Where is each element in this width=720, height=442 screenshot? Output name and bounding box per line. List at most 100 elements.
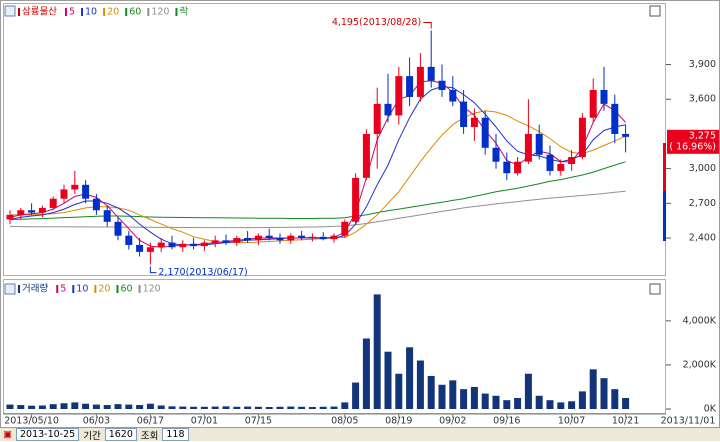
- last-price-box: [667, 129, 719, 154]
- candle-body: [395, 76, 403, 116]
- candle-body: [60, 189, 68, 199]
- volume-bar: [330, 406, 338, 409]
- volume-bar: [503, 400, 511, 409]
- candle-body: [222, 240, 230, 243]
- volume-bar: [146, 403, 154, 409]
- candle-body: [6, 214, 14, 220]
- volume-bar: [92, 404, 100, 409]
- volume-bar: [373, 294, 381, 409]
- last-price: 3,275: [689, 130, 716, 141]
- candle-body: [384, 103, 392, 116]
- x-end-label: 2013/11/01: [661, 416, 716, 427]
- candle-body: [546, 154, 554, 171]
- candle-body: [492, 147, 500, 162]
- period-input[interactable]: 1620: [104, 428, 137, 441]
- candle-body: [427, 66, 435, 81]
- candle-body: [557, 163, 565, 171]
- volume-bar: [71, 402, 79, 409]
- ma-line: [10, 110, 626, 244]
- volume-bar: [622, 397, 630, 409]
- candle-body: [38, 207, 46, 213]
- menu-icon[interactable]: [4, 5, 16, 17]
- candle-body: [514, 161, 522, 174]
- volume-bar: [406, 347, 414, 409]
- candle-body: [298, 235, 306, 238]
- legend-label: 락: [179, 6, 188, 18]
- legend-swatch: [94, 285, 97, 293]
- candle-body: [438, 80, 446, 90]
- legend-swatch: [138, 285, 141, 293]
- y-tick-label: 3,000: [689, 163, 716, 174]
- candle-body: [362, 133, 370, 178]
- volume-bar: [17, 405, 25, 409]
- volume-bar: [438, 384, 446, 409]
- volume-bar: [611, 389, 619, 409]
- volume-bar: [200, 406, 208, 409]
- price-panel: [3, 3, 666, 276]
- volume-bar: [416, 360, 424, 409]
- y-tick-label: 3,600: [689, 94, 716, 105]
- panel-button[interactable]: [649, 283, 661, 295]
- candle-body: [622, 133, 630, 137]
- x-tick-label: 08/05: [331, 416, 358, 427]
- x-tick-label: 09/02: [439, 416, 466, 427]
- x-tick-label: 10/21: [612, 416, 639, 427]
- volume-bar: [298, 406, 306, 409]
- ma-line: [9, 161, 626, 220]
- x-tick-label: 09/16: [493, 416, 520, 427]
- legend-swatch: [81, 8, 84, 16]
- legend-swatch: [147, 8, 150, 16]
- volume-bar: [254, 406, 262, 409]
- candle-body: [460, 101, 468, 127]
- label: 기간: [83, 430, 101, 442]
- y-tick-label: 0K: [704, 404, 717, 415]
- legend-swatch: [103, 8, 106, 16]
- candle-body: [611, 103, 619, 134]
- candle-body: [568, 157, 576, 164]
- volume-bar: [276, 406, 284, 409]
- volume-bar: [49, 404, 57, 409]
- legend-label: 10: [85, 7, 97, 18]
- x-tick-label: 06/17: [137, 416, 164, 427]
- volume-bar: [470, 386, 478, 409]
- candle-body: [211, 240, 219, 243]
- candle-body: [589, 89, 597, 118]
- volume-bar: [460, 389, 468, 409]
- volume-bar: [546, 400, 554, 409]
- legend-swatch: [72, 285, 75, 293]
- volume-bar: [308, 407, 316, 409]
- date-input[interactable]: 2013-10-25: [15, 428, 80, 441]
- candle-body: [287, 235, 295, 241]
- candle-body: [330, 235, 338, 240]
- candle-body: [200, 242, 208, 247]
- volume-bar: [60, 403, 68, 409]
- panel-button[interactable]: [649, 5, 661, 17]
- x-tick-label: 07/01: [191, 416, 218, 427]
- volume-bar: [481, 393, 489, 409]
- legend-swatch: [56, 285, 59, 293]
- volume-bar: [114, 404, 122, 409]
- volume-bar: [578, 391, 586, 409]
- frame: [0, 0, 720, 428]
- candle-body: [524, 133, 532, 162]
- candle-body: [308, 236, 316, 238]
- count-input[interactable]: 118: [162, 428, 189, 441]
- candle-body: [373, 103, 381, 134]
- candle-body: [416, 66, 424, 97]
- candle-body: [503, 161, 511, 174]
- icon[interactable]: ▣: [3, 429, 12, 440]
- label: 조회: [140, 430, 159, 442]
- volume-bar: [568, 401, 576, 409]
- menu-icon[interactable]: [4, 283, 16, 295]
- legend-title: 거래량: [22, 283, 48, 295]
- annotation: 2,170(2013/06/17): [158, 267, 247, 278]
- legend-swatch: [64, 8, 67, 16]
- candle-body: [28, 210, 36, 213]
- legend-label: 60: [120, 284, 132, 295]
- volume-bar: [341, 402, 349, 409]
- volume-bar: [222, 406, 230, 409]
- volume-bar: [427, 375, 435, 409]
- volume-bar: [362, 338, 370, 409]
- candle-body: [470, 117, 478, 127]
